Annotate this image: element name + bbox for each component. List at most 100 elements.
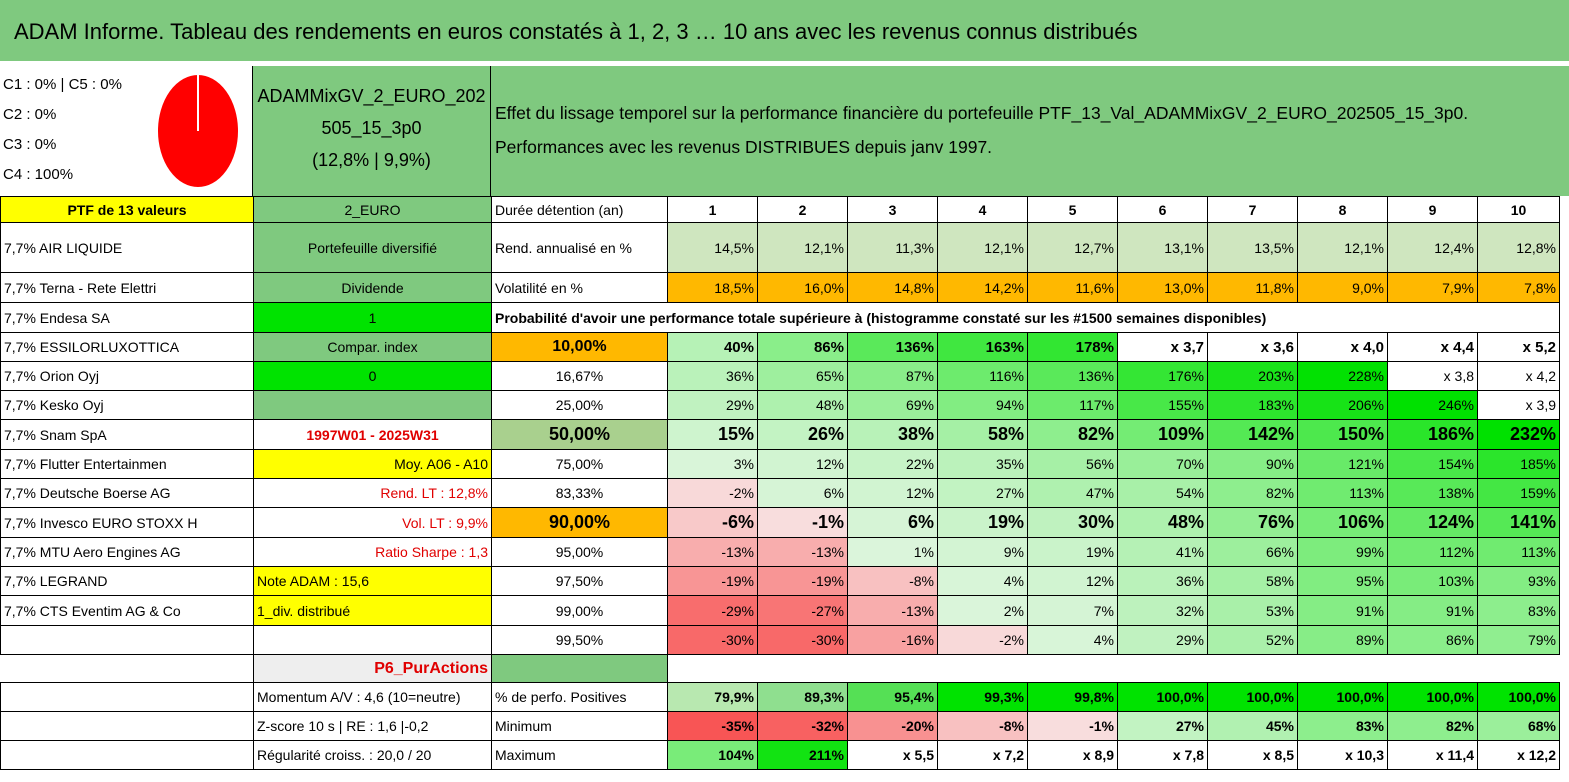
- quantile-label: 99,50%: [491, 625, 668, 655]
- summary-value: x 11,4: [1387, 740, 1478, 770]
- quantile-value: 94%: [937, 390, 1028, 420]
- side-info: Vol. LT : 9,9%: [253, 507, 492, 538]
- quantile-label: 16,67%: [491, 361, 668, 391]
- annualized-return-label: Rend. annualisé en %: [491, 222, 668, 273]
- allocation-pie-chart: [156, 73, 240, 189]
- portfolio-name-line2: 505_15_3p0: [321, 118, 422, 138]
- quantile-value: 12%: [847, 478, 938, 508]
- quantile-value: 113%: [1477, 537, 1560, 567]
- year-header: 1: [667, 196, 758, 223]
- holding-name: 7,7% Kesko Oyj: [0, 390, 254, 420]
- quantile-value: 228%: [1297, 361, 1388, 391]
- summary-value: x 7,2: [937, 740, 1028, 770]
- empty-cell: [253, 625, 492, 655]
- quantile-value: -19%: [667, 566, 758, 596]
- income-type: Dividende: [253, 272, 492, 303]
- quantile-value: 15%: [667, 419, 758, 450]
- class-c4: C4 : 100%: [3, 166, 74, 183]
- quantile-value: 99%: [1297, 537, 1388, 567]
- summary-value: 79,9%: [667, 682, 758, 712]
- quantile-row: 7,7% Deutsche Boerse AG Rend. LT : 12,8% 8…: [0, 478, 1560, 508]
- quantile-row: 7,7% Kesko Oyj 25,00% 29% 48% 69% 94% 117% 155%…: [0, 390, 1560, 420]
- quantile-value: 232%: [1477, 419, 1560, 450]
- volatility-value: 11,6%: [1027, 272, 1118, 303]
- summary-indicator: Momentum A/V : 4,6 (10=neutre): [253, 682, 492, 712]
- probability-title-row: 7,7% Endesa SA 1 Probabilité d'avoir une p…: [0, 302, 1560, 333]
- quantile-value: 106%: [1297, 507, 1388, 538]
- quantile-value: 32%: [1117, 595, 1208, 626]
- summary-value: 68%: [1477, 711, 1560, 741]
- quantile-value: 150%: [1297, 419, 1388, 450]
- summary-label: Minimum: [491, 711, 668, 741]
- quantile-value: 91%: [1387, 595, 1478, 626]
- quantile-value: 82%: [1207, 478, 1298, 508]
- quantile-value: 83%: [1477, 595, 1560, 626]
- quantile-value: 1%: [847, 537, 938, 567]
- quantile-value: 29%: [1117, 625, 1208, 655]
- portfolio-perf-summary: (12,8% | 9,9%): [312, 150, 431, 170]
- quantile-value: x 3,7: [1117, 332, 1208, 362]
- quantile-value: -30%: [667, 625, 758, 655]
- quantile-value: 141%: [1477, 507, 1560, 538]
- quantile-value: 36%: [667, 361, 758, 391]
- summary-value: 83%: [1297, 711, 1388, 741]
- quantile-label: 97,50%: [491, 566, 668, 596]
- quantile-value: -2%: [667, 478, 758, 508]
- quantile-value: 155%: [1117, 390, 1208, 420]
- quantile-value: -16%: [847, 625, 938, 655]
- quantile-value: 185%: [1477, 449, 1560, 479]
- quantile-row: 7,7% LEGRAND Note ADAM : 15,6 97,50% -19% -1…: [0, 566, 1560, 596]
- quantile-value: -13%: [667, 537, 758, 567]
- quantile-value: 26%: [757, 419, 848, 450]
- volatility-row: 7,7% Terna - Rete Elettri Dividende Volati…: [0, 272, 1560, 303]
- quantile-value: x 5,2: [1477, 332, 1560, 362]
- quantile-value: x 3,9: [1477, 390, 1560, 420]
- quantile-value: 112%: [1387, 537, 1478, 567]
- quantile-value: 58%: [937, 419, 1028, 450]
- quantile-value: 186%: [1387, 419, 1478, 450]
- report-title: ADAM Informe. Tableau des rendements en …: [0, 0, 1569, 63]
- quantile-value: -13%: [757, 537, 848, 567]
- currency-header: 2_EURO: [253, 196, 492, 223]
- quantile-value: -8%: [847, 566, 938, 596]
- quantile-value: 40%: [667, 332, 758, 362]
- summary-value: 100,0%: [1387, 682, 1478, 712]
- holding-name: 7,7% Snam SpA: [0, 419, 254, 450]
- quantile-value: -13%: [847, 595, 938, 626]
- quantile-value: -27%: [757, 595, 848, 626]
- quantile-value: 9%: [937, 537, 1028, 567]
- year-header: 4: [937, 196, 1028, 223]
- holding-name: 7,7% Invesco EURO STOXX H: [0, 507, 254, 538]
- quantile-value: 89%: [1297, 625, 1388, 655]
- summary-value: -35%: [667, 711, 758, 741]
- volatility-value: 7,8%: [1477, 272, 1560, 303]
- quantile-label: 75,00%: [491, 449, 668, 479]
- quantile-value: 86%: [757, 332, 848, 362]
- quantile-row: 7,7% Snam SpA 1997W01 - 2025W31 50,00% 15% 2…: [0, 419, 1560, 450]
- duration-header: Durée détention (an): [491, 196, 668, 223]
- summary-value: 99,3%: [937, 682, 1028, 712]
- summary-value: x 5,5: [847, 740, 938, 770]
- quantile-value: 121%: [1297, 449, 1388, 479]
- quantile-value: -1%: [757, 507, 848, 538]
- year-header: 2: [757, 196, 848, 223]
- volatility-value: 9,0%: [1297, 272, 1388, 303]
- quantile-value: 136%: [1027, 361, 1118, 391]
- quantile-row: 99,50% -30% -30% -16% -2% 4% 29% 52% 89% 86% 79%: [0, 625, 1560, 655]
- quantile-label: 83,33%: [491, 478, 668, 508]
- year-header: 5: [1027, 196, 1118, 223]
- strategy-row: P6_PurActions: [1, 654, 1560, 683]
- quantile-row: 7,7% MTU Aero Engines AG Ratio Sharpe : 1…: [0, 537, 1560, 567]
- summary-indicator: Régularité croiss. : 20,0 / 20: [253, 740, 492, 770]
- quantile-value: 90%: [1207, 449, 1298, 479]
- quantile-value: 56%: [1027, 449, 1118, 479]
- quantile-value: 47%: [1027, 478, 1118, 508]
- quantile-value: 38%: [847, 419, 938, 450]
- portfolio-name-line1: ADAMMixGV_2_EURO_202: [257, 86, 486, 106]
- summary-value: 89,3%: [757, 682, 848, 712]
- quantile-value: 36%: [1117, 566, 1208, 596]
- quantile-value: 30%: [1027, 507, 1118, 538]
- quantile-value: 54%: [1117, 478, 1208, 508]
- summary-value: x 8,9: [1027, 740, 1118, 770]
- summary-value: 104%: [667, 740, 758, 770]
